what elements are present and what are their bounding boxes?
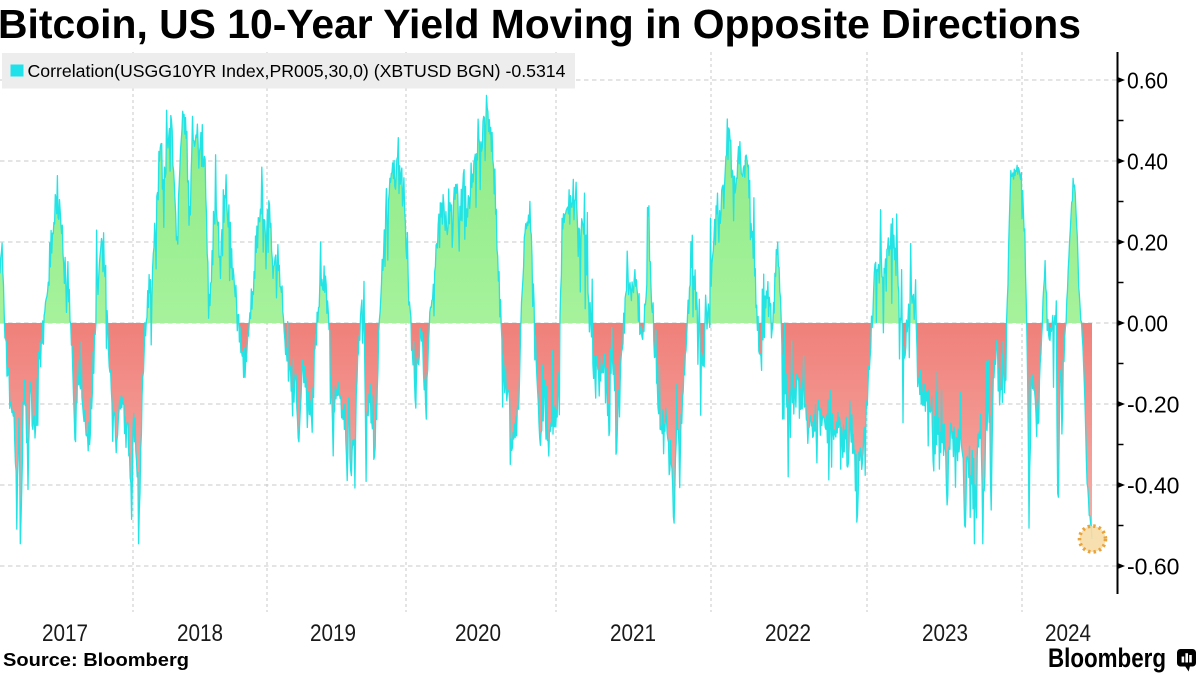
svg-text:2024: 2024 <box>1045 620 1091 647</box>
svg-text:-0.60: -0.60 <box>1127 554 1180 580</box>
svg-text:2023: 2023 <box>922 620 968 647</box>
svg-text:Bitcoin, US 10-Year Yield Movi: Bitcoin, US 10-Year Yield Moving in Oppo… <box>0 1 1081 47</box>
svg-text:0.20: 0.20 <box>1127 230 1168 256</box>
svg-text:0.00: 0.00 <box>1127 311 1168 337</box>
svg-text:Source: Bloomberg: Source: Bloomberg <box>3 649 189 670</box>
svg-text:2018: 2018 <box>177 620 223 647</box>
svg-text:2020: 2020 <box>455 620 501 647</box>
svg-text:2022: 2022 <box>765 620 811 647</box>
svg-text:-0.20: -0.20 <box>1127 392 1180 418</box>
svg-text:2021: 2021 <box>610 620 656 647</box>
svg-text:Correlation(USGG10YR Index,PR0: Correlation(USGG10YR Index,PR005,30,0) (… <box>28 61 566 81</box>
svg-text:Bloomberg: Bloomberg <box>1048 643 1166 673</box>
svg-text:0.40: 0.40 <box>1127 149 1168 175</box>
svg-text:2017: 2017 <box>42 620 88 647</box>
svg-text:0.60: 0.60 <box>1127 68 1168 94</box>
svg-text:2019: 2019 <box>310 620 356 647</box>
svg-text:-0.40: -0.40 <box>1127 473 1180 499</box>
